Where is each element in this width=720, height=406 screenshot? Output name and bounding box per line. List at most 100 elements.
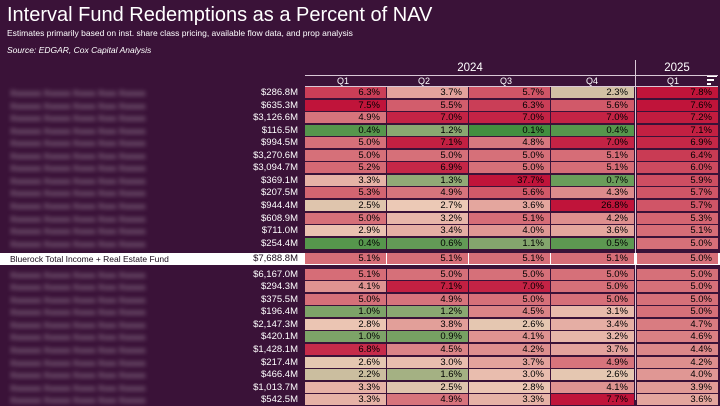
table-row[interactable]: Xxxxxxx Xxxxxx Xxxxx Xxxx Xxxxxx $944.4M 2… (0, 199, 720, 212)
table-row[interactable]: Xxxxxxx Xxxxxx Xxxxx Xxxx Xxxxxx $635.3M 7… (0, 99, 720, 112)
heatmap-cell[interactable]: 3.2% (387, 212, 468, 224)
table-row[interactable]: Xxxxxxx Xxxxxx Xxxxx Xxxx Xxxxxx $207.5M 5… (0, 187, 720, 199)
heatmap-cell[interactable]: 7.0% (469, 281, 550, 293)
table-row[interactable]: Xxxxxxx Xxxxxx Xxxxx Xxxx Xxxxxx $542.5M 3… (0, 394, 720, 406)
table-row[interactable]: Xxxxxxx Xxxxxx Xxxxx Xxxx Xxxxxx $994.5M 5… (0, 137, 720, 149)
heatmap-cell[interactable]: 7.6% (637, 99, 718, 111)
heatmap-cell[interactable]: 4.2% (551, 212, 634, 224)
table-row[interactable]: Xxxxxxx Xxxxxx Xxxxx Xxxx Xxxxxx $286.8M 6… (0, 87, 720, 99)
heatmap-cell[interactable]: 0.1% (469, 124, 550, 136)
table-row[interactable]: Xxxxxxx Xxxxxx Xxxxx Xxxx Xxxxxx $608.9M 5… (0, 212, 720, 225)
heatmap-cell[interactable]: 2.6% (551, 369, 634, 381)
heatmap-cell[interactable]: 7.1% (387, 281, 468, 293)
heatmap-cell[interactable]: 3.6% (469, 199, 550, 211)
heatmap-cell[interactable]: 2.6% (469, 318, 550, 330)
heatmap-cell[interactable]: 5.1% (469, 253, 550, 265)
heatmap-cell[interactable]: 3.7% (387, 87, 468, 98)
table-row[interactable]: Xxxxxxx Xxxxxx Xxxxx Xxxx Xxxxxx $2,147.3… (0, 318, 720, 331)
heatmap-cell[interactable]: 5.0% (387, 268, 468, 280)
heatmap-cell[interactable]: 1.6% (387, 369, 468, 381)
heatmap-cell[interactable]: 4.1% (551, 381, 634, 393)
table-row[interactable]: Xxxxxxx Xxxxxx Xxxxx Xxxx Xxxxxx $3,094.7… (0, 162, 720, 174)
table-row[interactable]: Xxxxxxx Xxxxxx Xxxxx Xxxx Xxxxxx $196.4M 1… (0, 306, 720, 318)
heatmap-cell[interactable]: 2.6% (305, 356, 386, 368)
heatmap-cell[interactable]: 2.2% (305, 369, 386, 381)
heatmap-cell[interactable]: 4.1% (305, 281, 386, 293)
heatmap-cell[interactable]: 5.7% (637, 187, 718, 199)
heatmap-cell[interactable]: 1.3% (387, 174, 468, 186)
heatmap-cell[interactable]: 5.2% (305, 162, 386, 174)
heatmap-cell[interactable]: 3.9% (637, 381, 718, 393)
heatmap-cell[interactable]: 4.5% (387, 344, 468, 355)
heatmap-cell[interactable]: 7.1% (637, 124, 718, 136)
heatmap-cell[interactable]: 2.7% (387, 199, 468, 211)
heatmap-cell[interactable]: 2.9% (305, 225, 386, 237)
table-row[interactable]: Xxxxxxx Xxxxxx Xxxxx Xxxx Xxxxxx $6,167.0… (0, 268, 720, 281)
table-row[interactable]: Xxxxxxx Xxxxxx Xxxxx Xxxx Xxxxxx $369.1M 3… (0, 174, 720, 187)
heatmap-cell[interactable]: 5.3% (305, 187, 386, 199)
heatmap-cell[interactable]: 7.0% (469, 112, 550, 124)
heatmap-cell[interactable]: 2.8% (469, 381, 550, 393)
heatmap-cell[interactable]: 5.1% (551, 149, 634, 161)
heatmap-cell[interactable]: 3.1% (551, 306, 634, 318)
heatmap-cell[interactable]: 6.3% (469, 99, 550, 111)
heatmap-cell[interactable]: 5.1% (551, 162, 634, 174)
heatmap-cell[interactable]: 7.1% (387, 137, 468, 149)
heatmap-cell[interactable]: 1.0% (305, 306, 386, 318)
table-row[interactable]: Xxxxxxx Xxxxxx Xxxxx Xxxx Xxxxxx $116.5M 0… (0, 124, 720, 137)
heatmap-cell[interactable]: 3.7% (469, 356, 550, 368)
table-row[interactable]: Xxxxxxx Xxxxxx Xxxxx Xxxx Xxxxxx $294.3M 4… (0, 281, 720, 293)
heatmap-cell[interactable]: 4.9% (387, 293, 468, 305)
heatmap-cell[interactable]: 4.0% (469, 225, 550, 237)
heatmap-cell[interactable]: 6.8% (305, 344, 386, 355)
heatmap-cell[interactable]: 0.4% (551, 124, 634, 136)
heatmap-cell[interactable]: 5.7% (469, 87, 550, 98)
heatmap-cell[interactable]: 5.0% (551, 293, 634, 305)
table-row[interactable]: Xxxxxxx Xxxxxx Xxxxx Xxxx Xxxxxx $254.4M 0… (0, 237, 720, 250)
table-row[interactable]: Xxxxxxx Xxxxxx Xxxxx Xxxx Xxxxxx $420.1M 1… (0, 331, 720, 343)
heatmap-cell[interactable]: 5.5% (387, 99, 468, 111)
heatmap-cell[interactable]: 5.1% (469, 212, 550, 224)
heatmap-cell[interactable]: 3.7% (551, 344, 634, 355)
heatmap-cell[interactable]: 5.3% (637, 212, 718, 224)
heatmap-cell[interactable]: 0.4% (305, 237, 386, 249)
heatmap-cell[interactable]: 0.6% (387, 237, 468, 249)
heatmap-cell[interactable]: 4.1% (469, 331, 550, 343)
heatmap-cell[interactable]: 0.7% (551, 174, 634, 186)
heatmap-cell[interactable]: 2.3% (551, 87, 634, 98)
heatmap-cell[interactable]: 5.1% (305, 268, 386, 280)
heatmap-cell[interactable]: 4.8% (469, 137, 550, 149)
heatmap-cell[interactable]: 5.0% (469, 293, 550, 305)
heatmap-cell[interactable]: 5.0% (305, 293, 386, 305)
heatmap-cell[interactable]: 5.0% (305, 212, 386, 224)
heatmap-cell[interactable]: 0.4% (305, 124, 386, 136)
heatmap-cell[interactable]: 5.0% (637, 237, 718, 249)
heatmap-cell[interactable]: 4.5% (469, 306, 550, 318)
heatmap-cell[interactable]: 5.1% (305, 253, 386, 265)
heatmap-cell[interactable]: 5.1% (637, 225, 718, 237)
column-header-2024-q3[interactable]: Q3 (500, 76, 513, 86)
heatmap-cell[interactable]: 5.1% (551, 253, 634, 265)
heatmap-cell[interactable]: 5.0% (637, 293, 718, 305)
heatmap-cell[interactable]: 5.0% (387, 149, 468, 161)
column-header-2024-q4[interactable]: Q4 (586, 76, 599, 86)
heatmap-cell[interactable]: 0.9% (387, 331, 468, 343)
heatmap-cell[interactable]: 5.0% (469, 149, 550, 161)
heatmap-cell[interactable]: 4.9% (305, 112, 386, 124)
heatmap-cell[interactable]: 5.6% (469, 187, 550, 199)
table-row[interactable]: Xxxxxxx Xxxxxx Xxxxx Xxxx Xxxxxx $1,428.1… (0, 344, 720, 356)
heatmap-cell[interactable]: 7.5% (305, 99, 386, 111)
heatmap-cell[interactable]: 6.0% (637, 162, 718, 174)
heatmap-cell[interactable]: 5.0% (551, 268, 634, 280)
heatmap-cell[interactable]: 1.2% (387, 124, 468, 136)
heatmap-cell[interactable]: 2.5% (305, 199, 386, 211)
heatmap-cell[interactable]: 5.0% (637, 281, 718, 293)
heatmap-cell[interactable]: 6.3% (305, 87, 386, 98)
heatmap-cell[interactable]: 26.8% (551, 199, 634, 211)
heatmap-cell[interactable]: 5.0% (551, 281, 634, 293)
heatmap-cell[interactable]: 3.3% (305, 174, 386, 186)
heatmap-cell[interactable]: 5.9% (637, 174, 718, 186)
heatmap-cell[interactable]: 7.0% (551, 137, 634, 149)
heatmap-cell[interactable]: 4.0% (637, 369, 718, 381)
heatmap-cell[interactable]: 2.5% (387, 381, 468, 393)
